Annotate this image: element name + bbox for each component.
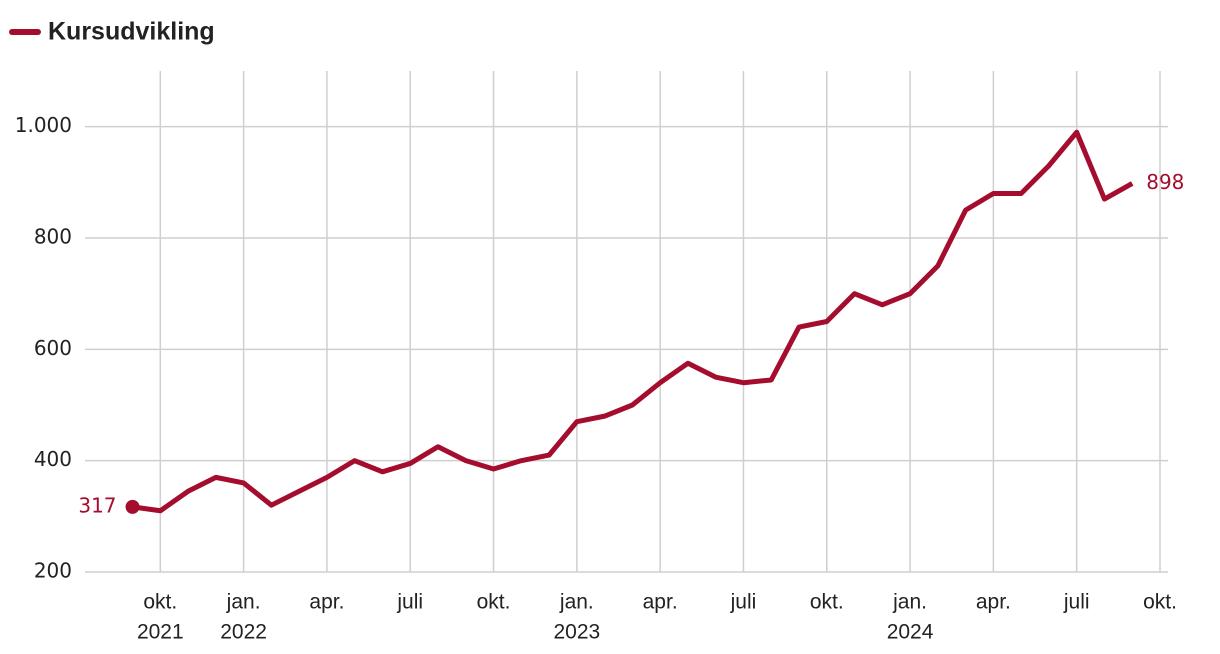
x-tick-label: okt. [810,591,844,614]
y-tick-label: 800 [34,225,72,249]
x-tick-label: okt. [477,591,511,614]
legend-label: Kursudvikling [48,18,215,46]
x-tick-label: apr. [309,591,344,614]
price-line [132,129,1134,514]
x-tick-label: okt. [143,591,177,614]
x-tick-year: 2024 [887,621,934,644]
x-tick-label: jan. [559,591,594,614]
x-tick-label: okt. [1143,591,1177,614]
y-tick-label: 1.000 [15,113,72,137]
x-tick-label: juli [1063,591,1090,614]
start-label: 317 [78,493,116,517]
x-tick-label: apr. [643,591,678,614]
x-tick-label: juli [730,591,757,614]
y-tick-label: 400 [34,447,72,471]
y-tick-label: 600 [34,336,72,360]
y-tick-label: 200 [34,559,72,583]
x-tick-label: apr. [976,591,1011,614]
end-label: 898 [1146,170,1184,194]
x-tick-label: jan. [226,591,261,614]
x-tick-label: juli [396,591,423,614]
x-tick-label: jan. [892,591,927,614]
start-dot [125,499,140,514]
x-tick-year: 2023 [553,621,600,644]
x-tick-year: 2021 [137,621,184,644]
x-tick-year: 2022 [220,621,267,644]
